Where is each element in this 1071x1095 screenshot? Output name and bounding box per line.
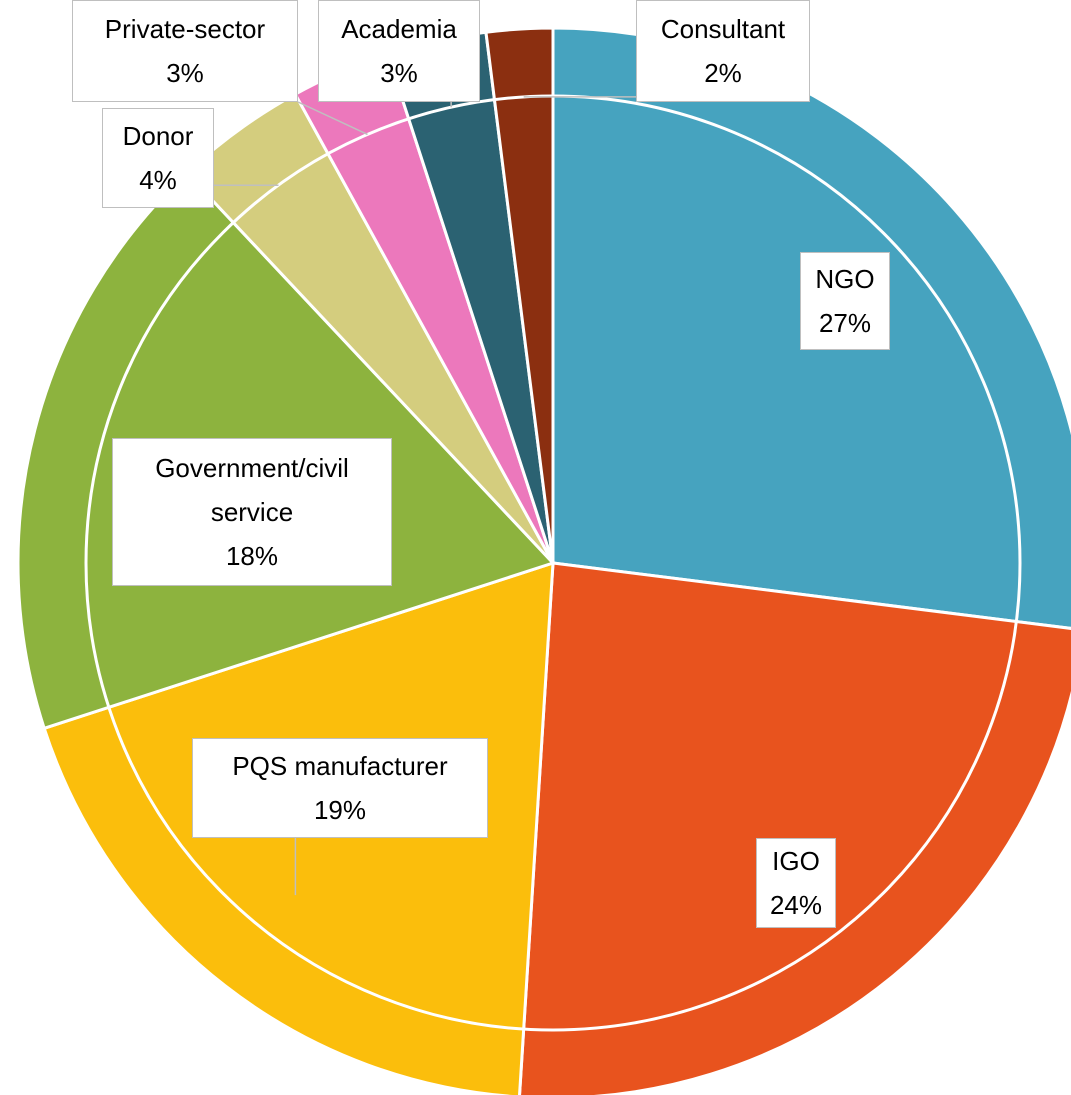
- label-value: 3%: [166, 58, 204, 88]
- label-name: NGO: [815, 264, 875, 294]
- label-name: PQS manufacturer: [232, 751, 448, 781]
- data-label: Government/civil service 18%: [112, 438, 392, 586]
- label-value: 27%: [818, 308, 872, 338]
- leader-line: [297, 101, 368, 136]
- data-label: NGO 27%: [800, 252, 890, 350]
- label-value: 2%: [704, 58, 742, 88]
- data-label: IGO 24%: [756, 838, 836, 928]
- label-value: 24%: [769, 890, 823, 920]
- pie-slice: [518, 561, 1071, 1095]
- label-name: Private-sector: [104, 14, 266, 44]
- label-value: 18%: [225, 541, 279, 571]
- label-name: IGO: [772, 846, 820, 876]
- label-value: 19%: [313, 795, 367, 825]
- label-value: 4%: [139, 165, 177, 195]
- data-label: Consultant 2%: [636, 0, 810, 102]
- inner-ring: [84, 94, 1022, 1032]
- label-name: Government/civil service: [155, 453, 349, 527]
- data-label: Private-sector 3%: [72, 0, 298, 102]
- data-label: Academia 3%: [318, 0, 480, 102]
- label-name: Donor: [122, 121, 194, 151]
- data-label: PQS manufacturer 19%: [192, 738, 488, 838]
- pie-slice: [484, 26, 555, 564]
- label-value: 3%: [380, 58, 418, 88]
- label-name: Academia: [341, 14, 457, 44]
- data-label: Donor 4%: [102, 108, 214, 208]
- label-name: Consultant: [660, 14, 786, 44]
